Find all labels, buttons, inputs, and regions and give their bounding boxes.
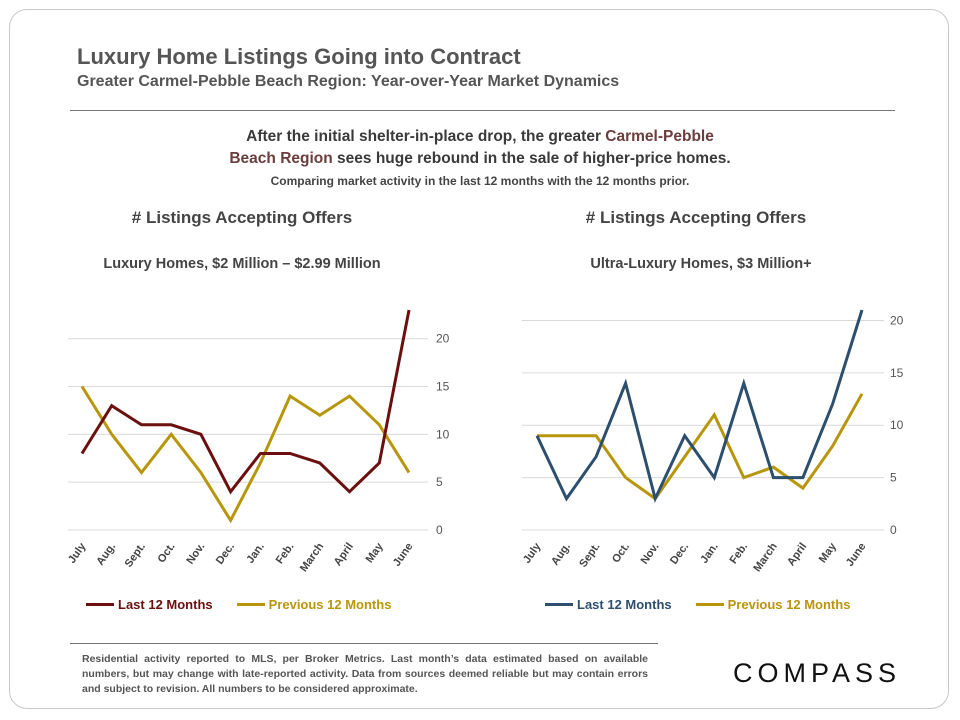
chart1-subtitle: Luxury Homes, $2 Million – $2.99 Million xyxy=(103,256,381,272)
chart1-legend-last: Last 12 Months xyxy=(86,597,213,612)
chart1-legend-prev: Previous 12 Months xyxy=(236,597,392,612)
chart2-series-previous-12-months-line xyxy=(537,393,864,501)
chart2-xtick-label: June xyxy=(844,541,869,569)
chart2-xtick-label: Dec. xyxy=(668,541,691,567)
chart2-title: # Listings Accepting Offers xyxy=(585,208,807,227)
divider-bottom xyxy=(70,643,658,644)
chart2-xtick-label: Aug. xyxy=(549,541,573,568)
chart1-ytick-label: 20 xyxy=(436,332,450,346)
chart1-xtick-label: June xyxy=(391,541,416,569)
chart1-legend: Last 12 Months Previous 12 Months xyxy=(86,597,415,612)
chart2-xtick-label: July xyxy=(521,540,544,566)
chart1-xtick-label: April xyxy=(332,541,356,568)
compass-logo: COMPASS xyxy=(733,658,902,688)
chart2-xtick-label: May xyxy=(817,540,840,565)
chart2-plot: 0 5 10 15 20 July Aug. Sept. Oct. Nov. Dec. Jan. Feb… xyxy=(521,309,904,575)
chart1-title: # Listings Accepting Offers xyxy=(131,208,353,227)
chart1-legend-prev-label: Previous 12 Months xyxy=(268,597,392,612)
chart2-xtick-label: April xyxy=(785,541,809,568)
chart1-xtick-label: May xyxy=(364,540,387,565)
chart1-xtick-label: Feb. xyxy=(274,541,297,566)
chart2-legend-prev-label: Previous 12 Months xyxy=(727,597,851,612)
headline-text-1: After the initial shelter-in-place drop,… xyxy=(246,128,606,145)
chart2-ytick-label: 20 xyxy=(890,313,904,327)
chart2-xtick-label: Feb. xyxy=(727,541,750,566)
chart2-xtick-label: Nov. xyxy=(639,541,662,567)
headline-accent-1: Carmel-Pebble xyxy=(605,128,714,145)
chart2-xtick-label: Jan. xyxy=(698,541,720,566)
chart1-ytick-label: 5 xyxy=(436,475,443,489)
chart1-legend-last-swatch xyxy=(86,603,114,606)
chart2-xtick-label: Oct. xyxy=(610,541,632,565)
page-subtitle: Greater Carmel-Pebble Beach Region: Year… xyxy=(77,73,620,90)
slide-frame xyxy=(9,9,949,709)
chart2-legend: Last 12 Months Previous 12 Months xyxy=(545,597,874,612)
chart2-legend-prev-swatch xyxy=(695,603,724,606)
chart2-ytick-label: 0 xyxy=(890,523,897,537)
chart1-xtick-label: Aug. xyxy=(94,541,118,568)
chart1-plot: 0 5 10 15 20 July Aug. Sept. Oct. Nov. Dec. Jan. Feb… xyxy=(66,309,450,575)
chart2-series-last-12-months-line xyxy=(535,309,864,504)
chart1-xtick-label: Jan. xyxy=(244,541,266,566)
chart1-xtick-label: Dec. xyxy=(214,541,237,567)
headline-accent-2: Beach Region xyxy=(229,150,333,167)
chart1-xtick-label: Nov. xyxy=(184,541,207,567)
chart1-xtick-label: March xyxy=(298,541,327,575)
chart2-ytick-label: 10 xyxy=(890,418,904,432)
chart2-legend-prev: Previous 12 Months xyxy=(695,597,851,612)
chart1-legend-last-label: Last 12 Months xyxy=(118,597,213,612)
chart1-ytick-label: 0 xyxy=(436,523,443,537)
chart2-subtitle: Ultra-Luxury Homes, $3 Million+ xyxy=(590,256,812,272)
chart2-xtick-label: March xyxy=(751,541,780,575)
chart1-legend-prev-swatch xyxy=(236,603,265,606)
headline: After the initial shelter-in-place drop,… xyxy=(150,126,810,170)
chart1-xtick-label: Oct. xyxy=(156,541,178,565)
divider-top xyxy=(70,110,895,111)
headline-text-2: sees huge rebound in the sale of higher-… xyxy=(332,150,731,167)
headline-subtext: Comparing market activity in the last 12… xyxy=(270,174,690,188)
chart1-xtick-label: Sept. xyxy=(123,541,148,570)
chart2-ytick-label: 5 xyxy=(890,471,897,485)
chart2-legend-last: Last 12 Months xyxy=(545,597,672,612)
chart2-ytick-label: 15 xyxy=(890,366,904,380)
page-title: Luxury Home Listings Going into Contract xyxy=(77,44,521,69)
chart1-ytick-label: 15 xyxy=(436,380,450,394)
chart1-ytick-label: 10 xyxy=(436,427,450,441)
chart1-xtick-label: July xyxy=(66,540,89,566)
footnote: Residential activity reported to MLS, pe… xyxy=(82,653,648,695)
chart2-legend-last-label: Last 12 Months xyxy=(577,597,672,612)
chart2-legend-last-swatch xyxy=(545,603,573,606)
chart1-series-last-12-months-line xyxy=(80,309,411,495)
chart1-series-previous-12-months-line xyxy=(80,385,411,524)
chart2-xtick-label: Sept. xyxy=(577,541,602,570)
